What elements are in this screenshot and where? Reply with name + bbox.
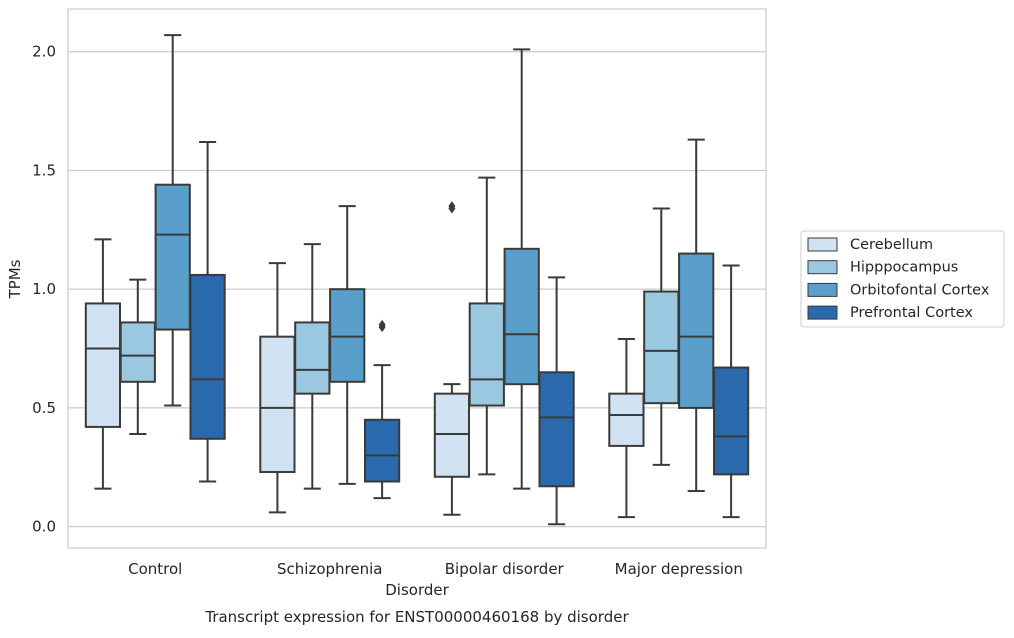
legend-label: Prefrontal Cortex: [850, 305, 973, 321]
x-tick-label: Bipolar disorder: [445, 560, 565, 578]
y-tick-label: 2.0: [32, 43, 56, 61]
iqr-box: [503, 247, 540, 386]
outlier-marker: [378, 319, 386, 330]
iqr-box: [294, 321, 331, 395]
iqr-box: [329, 288, 366, 383]
chart-caption: Transcript expression for ENST0000046016…: [204, 608, 629, 626]
box-cerebellum: [84, 238, 122, 490]
iqr-box: [154, 183, 191, 331]
iqr-box: [259, 335, 296, 474]
box-orbitofontal-cortex: [678, 138, 715, 493]
box-orbitofontal-cortex: [503, 48, 540, 490]
box-orbitofontal-cortex: [329, 205, 366, 485]
box-prefrontal-cortex: [538, 276, 575, 526]
box-cerebellum: [433, 201, 471, 516]
iqr-box: [538, 371, 575, 488]
y-axis-label: TPMs: [6, 259, 24, 299]
box-hipppocampus: [294, 243, 331, 490]
legend-label: Hipppocampus: [850, 260, 958, 276]
x-axis-label: Disorder: [385, 581, 449, 599]
iqr-box: [468, 302, 505, 407]
box-prefrontal-cortex: [712, 264, 750, 519]
box-orbitofontal-cortex: [154, 34, 191, 407]
iqr-box: [119, 321, 156, 383]
outlier-marker: [448, 201, 456, 212]
legend: Cerebellum Hipppocampus Orbitofontal Corte…: [800, 230, 1005, 328]
iqr-box: [433, 392, 471, 478]
legend-frame: [800, 230, 1005, 328]
x-tick-label: Schizophrenia: [277, 560, 382, 578]
legend-swatch: [807, 237, 838, 252]
iqr-box: [712, 366, 750, 476]
iqr-box: [363, 418, 401, 483]
box-prefrontal-cortex: [363, 319, 401, 500]
plot-frame: [67, 8, 767, 549]
x-axis-ticks: Control Schizophrenia Bipolar disorder Majo…: [128, 560, 743, 578]
y-tick-label: 1.0: [32, 280, 56, 298]
legend-swatch: [807, 282, 838, 297]
box-cerebellum: [608, 338, 645, 519]
boxes-layer: [84, 34, 750, 526]
iqr-box: [643, 290, 680, 405]
box-prefrontal-cortex: [189, 140, 226, 483]
y-axis-ticks: 0.0 0.5 1.0 1.5 2.0: [32, 43, 56, 536]
y-tick-label: 0.0: [32, 518, 56, 536]
box-hipppocampus: [119, 278, 156, 436]
y-tick-label: 1.5: [32, 161, 56, 179]
iqr-box: [678, 252, 715, 409]
y-tick-label: 0.5: [32, 399, 56, 417]
legend-swatch: [807, 305, 838, 320]
iqr-box: [84, 302, 122, 428]
box-hipppocampus: [468, 176, 505, 476]
legend-label: Cerebellum: [850, 237, 933, 253]
x-tick-label: Control: [128, 560, 182, 578]
legend-label: Orbitofontal Cortex: [850, 282, 990, 298]
box-cerebellum: [259, 262, 296, 514]
x-tick-label: Major depression: [615, 560, 743, 578]
iqr-box: [189, 273, 226, 440]
legend-swatch: [807, 260, 838, 275]
iqr-box: [608, 392, 645, 447]
